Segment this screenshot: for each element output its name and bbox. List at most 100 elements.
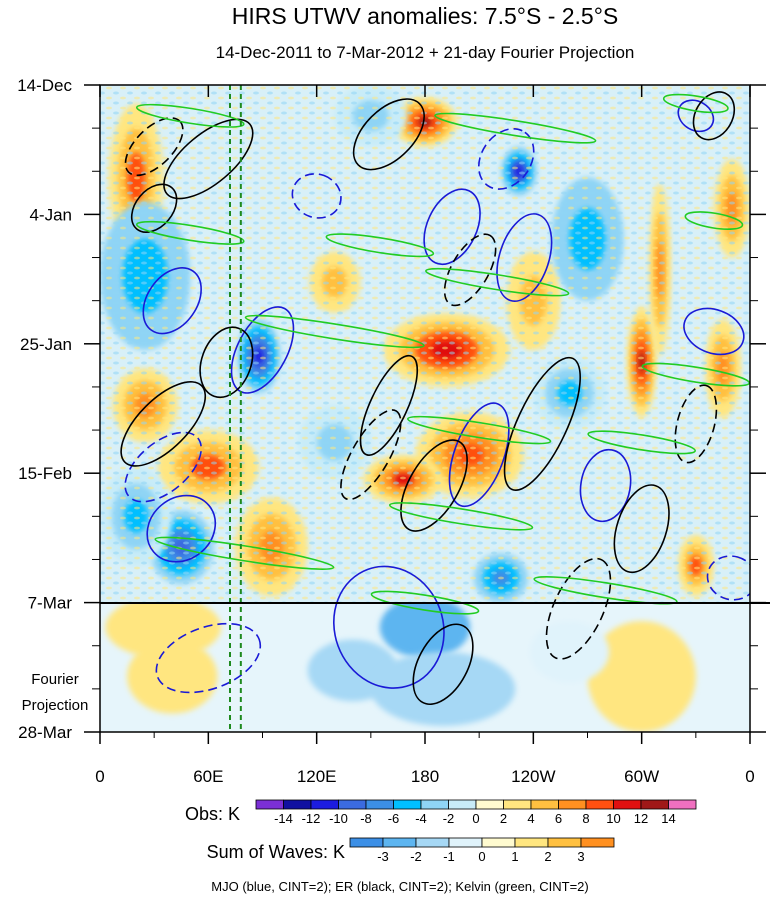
- mjo-contour-5: [332, 565, 445, 689]
- sum-colorbar-swatch-3: [448, 837, 483, 848]
- chart-subtitle: 14-Dec-2011 to 7-Mar-2012 + 21-day Fouri…: [216, 43, 635, 62]
- obs-colorbar-tick-13: 12: [634, 811, 648, 826]
- er-contour-0: [163, 118, 254, 200]
- x-tick-label-4: 120W: [511, 767, 555, 786]
- mjo-contour-0: [142, 267, 202, 335]
- forecast-blob-5: [587, 621, 696, 732]
- obs-colorbar-swatch-12: [585, 799, 614, 810]
- obs-colorbar-tick-14: 14: [661, 811, 675, 826]
- obs-colorbar-tick-5: -4: [415, 811, 427, 826]
- er-contour-12: [340, 409, 402, 501]
- er-contour-2: [199, 326, 254, 399]
- kelvin-contour-6: [244, 314, 425, 349]
- kelvin-contour-12: [388, 502, 534, 531]
- sum-colorbar-tick-1: -2: [410, 849, 422, 864]
- sum-colorbar-swatch-7: [580, 837, 615, 848]
- er-contour-15: [674, 384, 718, 464]
- fourier-projection-field: [105, 603, 696, 732]
- er-contour-7: [412, 623, 474, 705]
- mjo-contour-13: [683, 307, 745, 356]
- obs-colorbar-tick-7: 0: [472, 811, 479, 826]
- er-contour-8: [613, 484, 670, 574]
- kelvin-contour-10: [154, 536, 335, 571]
- obs-colorbar-swatch-0: [255, 799, 284, 810]
- sum-colorbar-tick-5: 2: [544, 849, 551, 864]
- sum-colorbar-tick-3: 0: [478, 849, 485, 864]
- obs-colorbar-tick-3: -8: [360, 811, 372, 826]
- obs-colorbar-swatch-2: [310, 799, 339, 810]
- sum-colorbar-tick-0: -3: [377, 849, 389, 864]
- chart-title: HIRS UTWV anomalies: 7.5°S - 2.5°S: [232, 3, 619, 29]
- mjo-contour-14: [706, 555, 750, 601]
- y-tick-label-2: 25-Jan: [20, 335, 72, 354]
- er-contour-13: [545, 557, 612, 660]
- x-tick-label-3: 180: [411, 767, 439, 786]
- obs-colorbar-swatch-8: [475, 799, 504, 810]
- obs-colorbar-swatch-10: [530, 799, 559, 810]
- obs-colorbar-swatch-3: [338, 799, 367, 810]
- mjo-contour-11: [291, 173, 342, 219]
- y-tick-label-3: 15-Feb: [18, 464, 72, 483]
- forecast-blob-4: [370, 651, 516, 726]
- sum-colorbar-tick-6: 3: [577, 849, 584, 864]
- mjo-contour-9: [477, 127, 535, 190]
- fourier-label-line1: Fourier: [31, 671, 79, 688]
- mjo-contour-6: [448, 402, 510, 508]
- kelvin-contour-9: [407, 415, 552, 445]
- er-contour-9: [692, 91, 736, 141]
- er-contour-5: [503, 356, 581, 491]
- obs-colorbar-tick-0: -14: [274, 811, 293, 826]
- kelvin-contour-2: [662, 93, 729, 114]
- kelvin-contour-13: [533, 576, 678, 605]
- obs-colorbar-swatch-4: [365, 799, 394, 810]
- kelvin-contour-5: [684, 211, 744, 230]
- x-tick-label-2: 120E: [297, 767, 337, 786]
- mjo-contour-4: [496, 213, 553, 302]
- sum-colorbar-swatch-1: [382, 837, 417, 848]
- y-tick-label-0: 14-Dec: [17, 76, 72, 95]
- y-tick-label-1: 4-Jan: [29, 205, 72, 224]
- x-axis-ticks: 0 60E 120E 180 120W 60W 0: [95, 85, 755, 786]
- obs-colorbar-tick-9: 4: [527, 811, 534, 826]
- sum-colorbar-swatch-0: [349, 837, 384, 848]
- y-tick-label-5: 28-Mar: [18, 723, 72, 742]
- sum-colorbar-swatch-2: [415, 837, 450, 848]
- y-tick-label-4: 7-Mar: [28, 594, 73, 613]
- kelvin-contour-3: [135, 220, 245, 245]
- obs-colorbar-swatch-14: [640, 799, 669, 810]
- obs-colorbar-tick-6: -2: [443, 811, 455, 826]
- x-tick-label-1: 60E: [193, 767, 223, 786]
- mjo-contour-7: [677, 99, 715, 133]
- sum-colorbar-label: Sum of Waves: K: [207, 842, 345, 862]
- obs-colorbar-swatch-5: [393, 799, 422, 810]
- sum-colorbar-swatch-4: [481, 837, 516, 848]
- er-contour-4: [400, 439, 468, 532]
- kelvin-contour-7: [425, 267, 570, 297]
- sum-colorbar-tick-4: 1: [511, 849, 518, 864]
- er-contour-3: [359, 354, 419, 456]
- sum-colorbar-swatch-5: [514, 837, 549, 848]
- y-axis-ticks: 14-Dec 4-Jan 25-Jan 15-Feb 7-Mar 28-Mar: [17, 76, 766, 742]
- obs-colorbar-tick-10: 6: [555, 811, 562, 826]
- forecast-blob-1: [127, 639, 218, 714]
- kelvin-contour-4: [325, 233, 435, 258]
- mjo-contour-10: [155, 622, 262, 694]
- obs-colorbar-swatch-13: [613, 799, 642, 810]
- fourier-label-line2: Projection: [22, 697, 89, 714]
- anomaly-noise-texture: [100, 85, 750, 603]
- obs-colorbar-tick-11: 8: [582, 811, 589, 826]
- obs-colorbar-swatch-9: [503, 799, 532, 810]
- kelvin-contour-group: [135, 93, 750, 615]
- er-contour-group: [120, 91, 736, 705]
- sum-colorbar-swatch-6: [547, 837, 582, 848]
- x-tick-label-0: 0: [95, 767, 104, 786]
- wave-contours: [120, 91, 750, 705]
- x-tick-label-5: 60W: [624, 767, 659, 786]
- x-tick-label-6: 0: [745, 767, 754, 786]
- obs-colorbar-tick-2: -10: [329, 811, 348, 826]
- obs-colorbar-tick-8: 2: [500, 811, 507, 826]
- er-contour-10: [130, 183, 178, 233]
- sum-colorbar-tick-2: -1: [443, 849, 455, 864]
- er-contour-1: [120, 381, 207, 467]
